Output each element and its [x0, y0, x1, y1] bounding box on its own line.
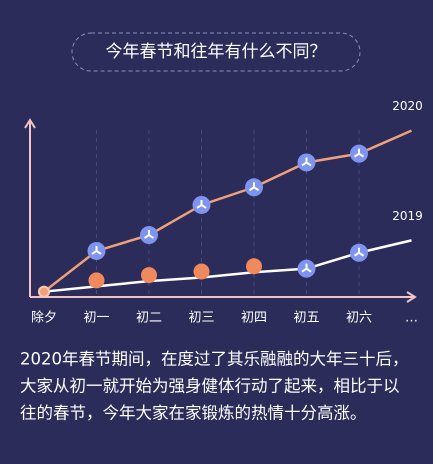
fitness-icon	[91, 245, 102, 255]
x-tick-label: 初一	[83, 311, 109, 326]
x-tick-label: 初二	[136, 311, 162, 326]
x-tick-label: 除夕	[31, 311, 57, 326]
chart-title: 今年春节和往年有什么不同？	[106, 42, 327, 62]
food-marker	[193, 263, 210, 280]
x-tick-label: 初三	[188, 311, 214, 326]
fitness-icon	[248, 182, 260, 192]
food-marker	[246, 258, 262, 275]
fitness-icon	[353, 148, 365, 158]
x-axis-arrow	[406, 291, 417, 303]
legend-label: 2019	[392, 209, 423, 223]
food-marker	[88, 272, 105, 289]
caption-line: 往的春节，今年大家在家锻炼的热情十分高涨。	[20, 404, 367, 423]
legend-label: 2020	[392, 99, 423, 113]
fitness-icon	[353, 247, 365, 257]
caption-line: 大家从初一就开始为强身健体行动了起来，相比于以	[20, 377, 400, 396]
caption-line: 2020年春节期间，在度过了其乐融融的大年三十后，	[20, 350, 409, 369]
title-box	[71, 32, 361, 72]
food-marker	[141, 267, 157, 284]
start-marker	[38, 285, 50, 298]
fitness-icon	[301, 157, 312, 167]
fitness-icon	[143, 230, 155, 239]
fitness-icon	[301, 263, 312, 273]
y-axis-arrow	[24, 118, 36, 129]
x-tick-label: 初五	[293, 311, 319, 326]
x-tick-label: …	[405, 311, 418, 326]
series-line	[43, 239, 412, 293]
fitness-icon	[196, 199, 207, 209]
x-tick-label: 初四	[241, 311, 267, 326]
x-tick-label: 初六	[346, 311, 372, 326]
